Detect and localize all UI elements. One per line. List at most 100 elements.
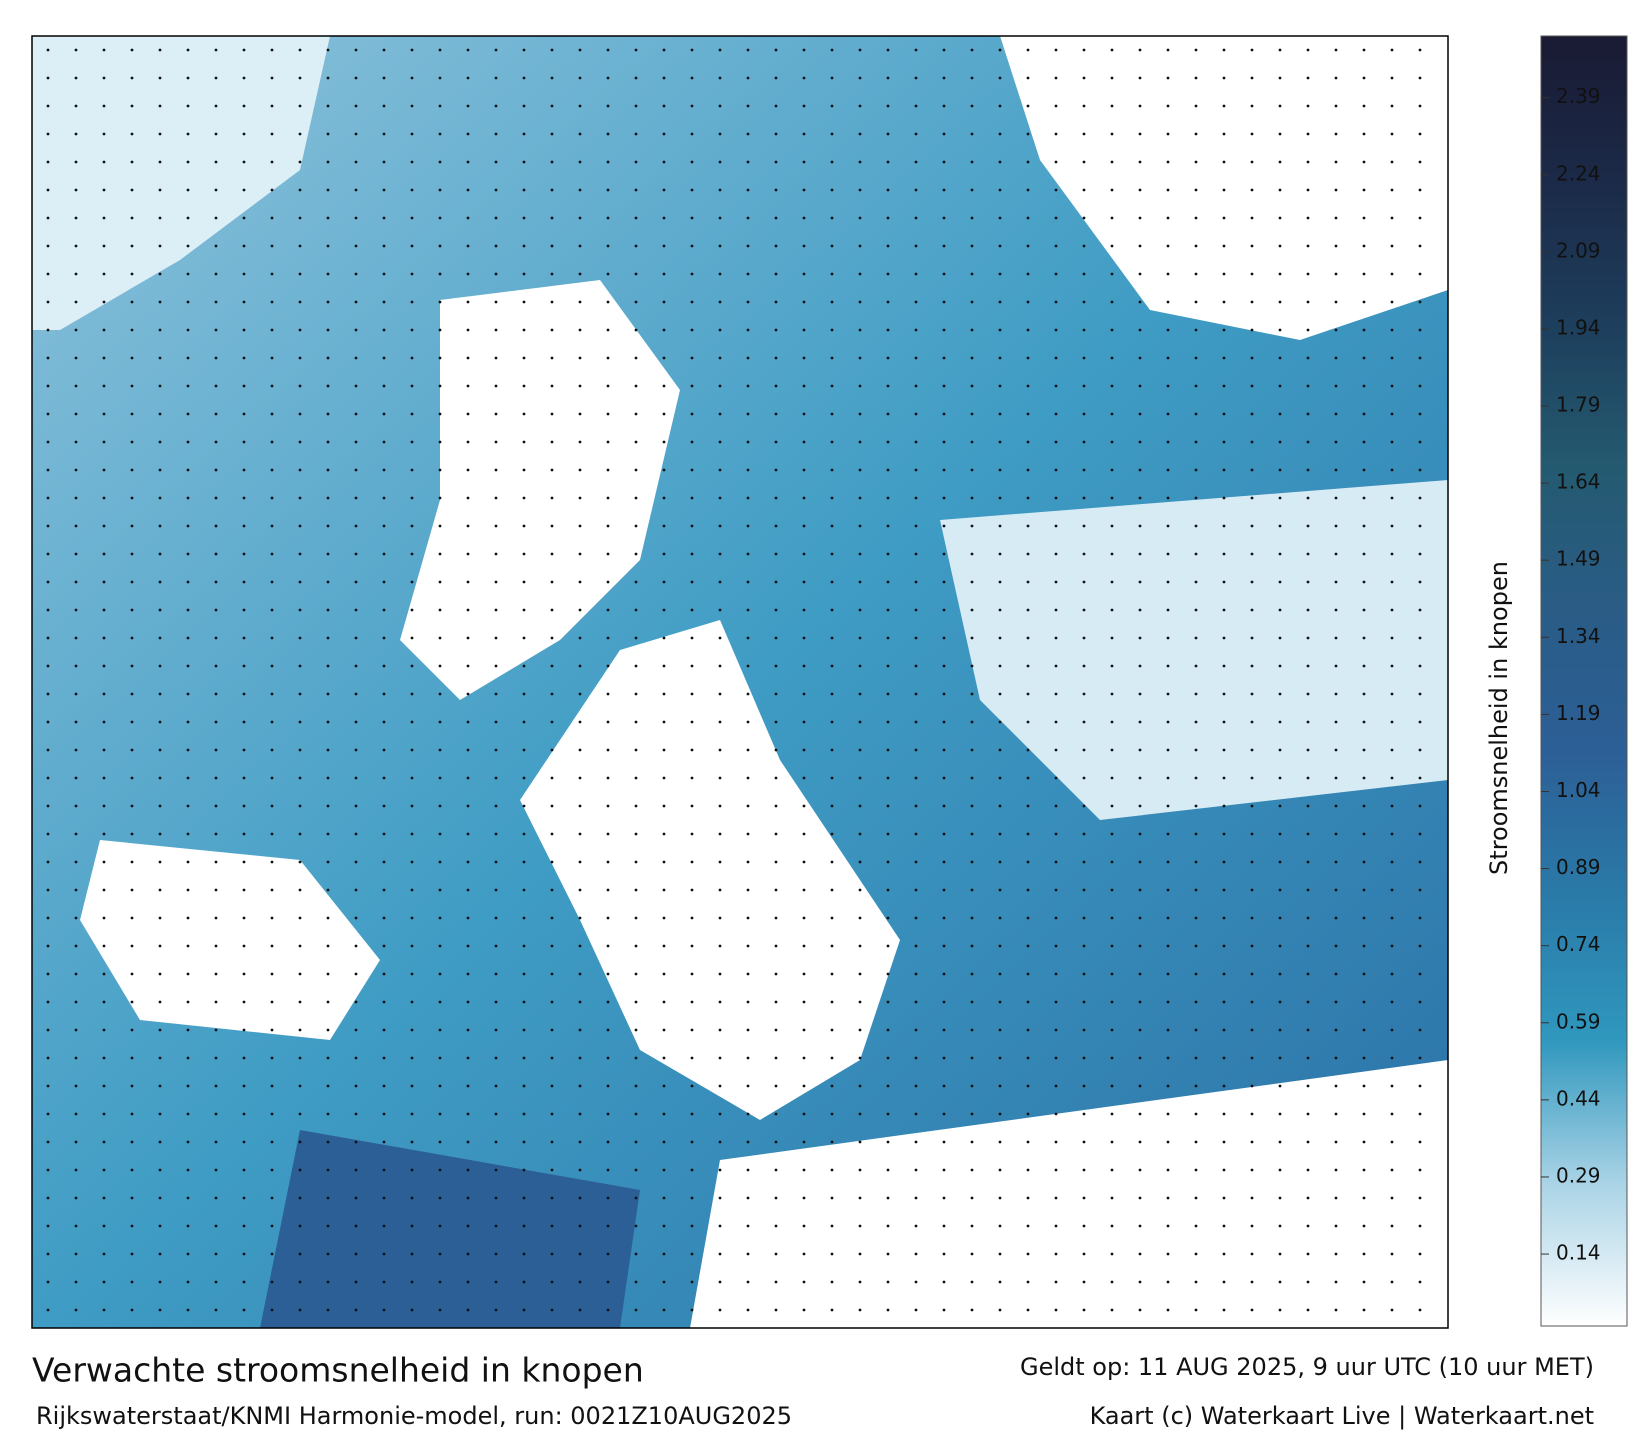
- grid-dot: [494, 832, 498, 836]
- grid-dot: [1418, 552, 1422, 556]
- grid-dot: [1166, 132, 1170, 136]
- grid-dot: [466, 132, 470, 136]
- grid-dot: [130, 1056, 134, 1060]
- grid-dot: [354, 580, 358, 584]
- grid-dot: [578, 664, 582, 668]
- grid-dot: [522, 1084, 526, 1088]
- grid-dot: [886, 692, 890, 696]
- grid-dot: [382, 1308, 386, 1312]
- grid-dot: [1082, 104, 1086, 108]
- grid-dot: [550, 104, 554, 108]
- grid-dot: [410, 1028, 414, 1032]
- grid-dot: [606, 664, 610, 668]
- grid-dot: [298, 832, 302, 836]
- grid-dot: [690, 160, 694, 164]
- grid-dot: [410, 1000, 414, 1004]
- grid-dot: [1082, 1000, 1086, 1004]
- grid-dot: [606, 188, 610, 192]
- grid-dot: [690, 664, 694, 668]
- grid-dot: [46, 664, 50, 668]
- grid-dot: [522, 160, 526, 164]
- grid-dot: [942, 1252, 946, 1256]
- grid-dot: [1390, 972, 1394, 976]
- grid-dot: [998, 776, 1002, 780]
- grid-dot: [46, 188, 50, 192]
- grid-dot: [1194, 1168, 1198, 1172]
- grid-dot: [886, 1252, 890, 1256]
- grid-dot: [1026, 748, 1030, 752]
- grid-dot: [886, 1028, 890, 1032]
- grid-dot: [550, 132, 554, 136]
- grid-dot: [914, 356, 918, 360]
- grid-dot: [578, 748, 582, 752]
- grid-dot: [690, 188, 694, 192]
- grid-dot: [998, 244, 1002, 248]
- grid-dot: [1082, 524, 1086, 528]
- grid-dot: [886, 636, 890, 640]
- grid-dot: [970, 244, 974, 248]
- grid-dot: [1194, 1224, 1198, 1228]
- grid-dot: [1194, 720, 1198, 724]
- grid-dot: [494, 664, 498, 668]
- grid-dot: [830, 1252, 834, 1256]
- grid-dot: [74, 48, 78, 52]
- grid-dot: [242, 104, 246, 108]
- grid-dot: [382, 1112, 386, 1116]
- grid-dot: [130, 720, 134, 724]
- grid-dot: [74, 888, 78, 892]
- grid-dot: [662, 1000, 666, 1004]
- grid-dot: [1194, 1028, 1198, 1032]
- grid-dot: [998, 1252, 1002, 1256]
- grid-dot: [382, 720, 386, 724]
- grid-dot: [1138, 468, 1142, 472]
- grid-dot: [1222, 1168, 1226, 1172]
- grid-dot: [942, 244, 946, 248]
- grid-dot: [522, 636, 526, 640]
- grid-dot: [550, 1112, 554, 1116]
- grid-dot: [270, 832, 274, 836]
- grid-dot: [354, 720, 358, 724]
- grid-dot: [130, 1308, 134, 1312]
- grid-dot: [270, 1140, 274, 1144]
- grid-dot: [74, 1084, 78, 1088]
- grid-dot: [746, 76, 750, 80]
- grid-dot: [1026, 1140, 1030, 1144]
- grid-dot: [102, 384, 106, 388]
- grid-dot: [970, 1112, 974, 1116]
- grid-dot: [158, 692, 162, 696]
- grid-dot: [186, 1224, 190, 1228]
- grid-dot: [774, 468, 778, 472]
- grid-dot: [1362, 776, 1366, 780]
- grid-dot: [326, 720, 330, 724]
- grid-dot: [1362, 804, 1366, 808]
- grid-dot: [886, 244, 890, 248]
- grid-dot: [1138, 272, 1142, 276]
- grid-dot: [606, 832, 610, 836]
- grid-dot: [578, 356, 582, 360]
- grid-dot: [634, 1056, 638, 1060]
- grid-dot: [858, 1252, 862, 1256]
- grid-dot: [998, 720, 1002, 724]
- grid-dot: [102, 664, 106, 668]
- grid-dot: [158, 804, 162, 808]
- grid-dot: [634, 1112, 638, 1116]
- grid-dot: [1166, 692, 1170, 696]
- grid-dot: [1138, 888, 1142, 892]
- grid-dot: [522, 48, 526, 52]
- grid-dot: [326, 300, 330, 304]
- grid-dot: [382, 1252, 386, 1256]
- grid-dot: [718, 944, 722, 948]
- grid-dot: [1026, 972, 1030, 976]
- grid-dot: [74, 356, 78, 360]
- grid-dot: [1222, 1000, 1226, 1004]
- grid-dot: [438, 216, 442, 220]
- grid-dot: [690, 356, 694, 360]
- grid-dot: [998, 412, 1002, 416]
- grid-dot: [1194, 1308, 1198, 1312]
- grid-dot: [298, 580, 302, 584]
- grid-dot: [466, 1308, 470, 1312]
- grid-dot: [830, 412, 834, 416]
- grid-dot: [74, 1252, 78, 1256]
- grid-dot: [158, 1252, 162, 1256]
- grid-dot: [1390, 384, 1394, 388]
